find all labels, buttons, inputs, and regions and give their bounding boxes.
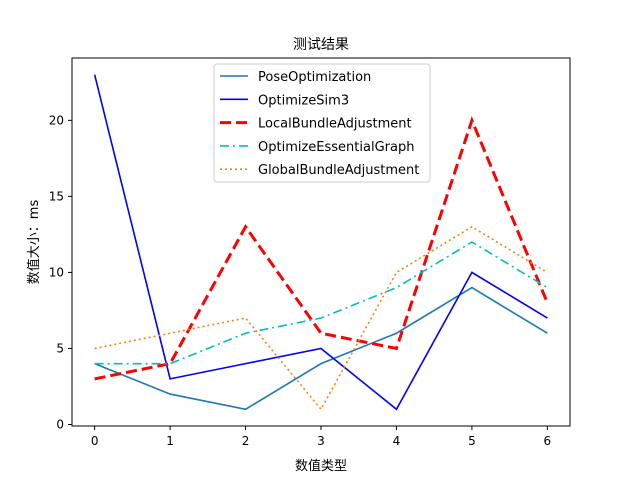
x-tick-label: 1 xyxy=(166,434,174,448)
y-tick-label: 5 xyxy=(56,341,64,355)
chart-title: 测试结果 xyxy=(293,37,349,53)
x-tick-label: 0 xyxy=(91,434,99,448)
x-tick-label: 4 xyxy=(393,434,401,448)
series-line-2 xyxy=(94,116,549,381)
x-axis-label: 数值类型 xyxy=(295,458,347,474)
x-tick-label: 5 xyxy=(468,434,476,448)
legend-box xyxy=(213,63,431,183)
legend: PoseOptimization OptimizeSim3 LocalBundleA… xyxy=(213,63,431,183)
x-tick-label: 6 xyxy=(544,434,552,448)
y-tick-label: 15 xyxy=(49,189,64,203)
y-tick-label: 20 xyxy=(49,113,64,127)
y-axis-label: 数值大小：ms xyxy=(26,200,42,285)
y-tick-label: 0 xyxy=(56,417,64,431)
x-tick-label: 3 xyxy=(317,434,325,448)
series-lines xyxy=(93,74,549,411)
legend-entry-label: OptimizeSim3 xyxy=(258,93,349,108)
series-line-1 xyxy=(93,74,548,411)
legend-entry-label: GlobalBundleAdjustment xyxy=(258,163,419,178)
y-tick-label: 10 xyxy=(49,265,64,279)
legend-entry-label: OptimizeEssentialGraph xyxy=(258,140,414,155)
legend-entry-label: PoseOptimization xyxy=(258,70,371,85)
x-tick-label: 2 xyxy=(242,434,250,448)
legend-entry-label: LocalBundleAdjustment xyxy=(258,117,412,132)
series-line-3 xyxy=(94,241,548,365)
series-line-4 xyxy=(94,225,548,411)
x-axis-ticks: 0 1 2 3 4 5 6 xyxy=(91,426,551,448)
y-axis-ticks: 0 5 10 15 20 xyxy=(49,113,72,431)
series-line-0 xyxy=(94,286,548,411)
